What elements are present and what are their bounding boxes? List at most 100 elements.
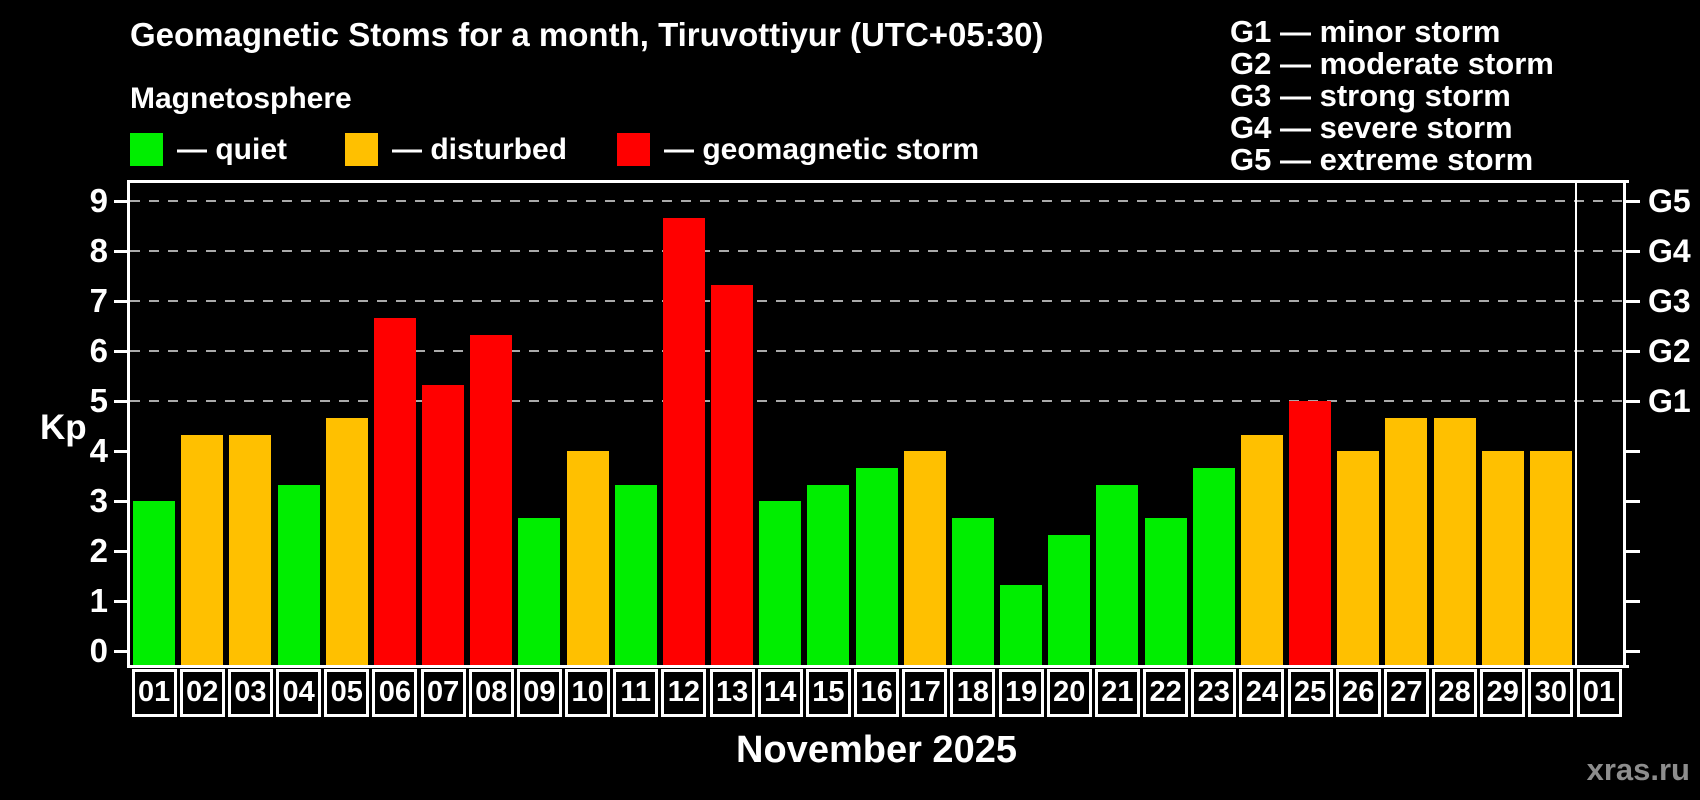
y-tick-label-8: 8: [89, 232, 108, 269]
y-tick-label-1: 1: [89, 582, 108, 619]
y-tick-label-7: 7: [89, 282, 108, 319]
storm-scale-line-5: G5 — extreme storm: [1230, 142, 1534, 177]
day-label-30: 30: [1528, 669, 1574, 717]
next-month-day-label-01: 01: [1576, 669, 1622, 717]
y-axis-line-right: [1623, 180, 1626, 668]
bar-day-10-disturbed: [566, 451, 609, 668]
bar-day-14-quiet: [759, 501, 802, 668]
day-label-26: 26: [1335, 669, 1381, 717]
storm-scale-line-3: G3 — strong storm: [1230, 78, 1511, 113]
day-label-13: 13: [709, 669, 755, 717]
bar-day-23-quiet: [1192, 467, 1235, 668]
day-label-22: 22: [1143, 669, 1189, 717]
bar-day-05-disturbed: [325, 417, 368, 668]
y-tick-label-0: 0: [89, 632, 108, 669]
day-label-01: 01: [131, 669, 177, 717]
storm-scale-line-1: G1 — minor storm: [1230, 14, 1501, 49]
y-tick-label-5: 5: [89, 382, 108, 419]
day-label-21: 21: [1094, 669, 1140, 717]
y-tick-left-0: [114, 650, 128, 653]
y-tick-right-0: [1626, 650, 1640, 653]
storm-scale-line-4: G4 — severe storm: [1230, 110, 1513, 145]
day-label-07: 07: [420, 669, 466, 717]
legend-swatch-storm: [617, 133, 650, 166]
legend-label-disturbed: — disturbed: [392, 133, 568, 166]
legend-label-quiet: — quiet: [177, 133, 287, 166]
gridline-kp8: [130, 250, 1623, 252]
x-axis-line: [127, 665, 1629, 668]
y-tick-left-4: [114, 450, 128, 453]
bar-day-04-quiet: [277, 484, 320, 668]
y-tick-right-4: [1626, 450, 1640, 453]
day-label-18: 18: [950, 669, 996, 717]
day-label-04: 04: [276, 669, 322, 717]
legend-label-storm: — geomagnetic storm: [664, 133, 980, 166]
legend-swatch-disturbed: [345, 133, 378, 166]
gridline-kp6: [130, 350, 1623, 352]
day-label-28: 28: [1432, 669, 1478, 717]
day-label-11: 11: [613, 669, 659, 717]
bar-day-26-disturbed: [1337, 451, 1380, 668]
bar-day-16-quiet: [855, 467, 898, 668]
day-label-27: 27: [1383, 669, 1429, 717]
y-axis-line-left: [127, 180, 130, 668]
y-tick-label-2: 2: [89, 532, 108, 569]
gridline-kp7: [130, 300, 1623, 302]
y-tick-left-3: [114, 500, 128, 503]
next-month-separator-line: [1575, 183, 1577, 668]
chart-subtitle: Magnetosphere: [130, 82, 352, 115]
bar-day-06-storm: [373, 317, 416, 668]
bar-day-11-quiet: [614, 484, 657, 668]
bar-day-28-disturbed: [1433, 417, 1476, 668]
bar-day-22-quiet: [1144, 517, 1187, 668]
day-label-29: 29: [1480, 669, 1526, 717]
bar-day-08-storm: [470, 334, 513, 668]
day-label-19: 19: [998, 669, 1044, 717]
day-label-08: 08: [468, 669, 514, 717]
y-tick-label-3: 3: [89, 482, 108, 519]
y-tick-right-1: [1626, 600, 1640, 603]
y-tick-right-5: [1626, 400, 1640, 403]
bar-day-17-disturbed: [903, 451, 946, 668]
bar-day-07-storm: [422, 384, 465, 668]
y-tick-left-5: [114, 400, 128, 403]
day-label-10: 10: [565, 669, 611, 717]
y-axis-label: Kp: [40, 408, 87, 447]
day-label-09: 09: [516, 669, 562, 717]
bar-day-29-disturbed: [1481, 451, 1524, 668]
bar-day-09-quiet: [518, 517, 561, 668]
bar-day-20-quiet: [1048, 534, 1091, 668]
bar-day-12-storm: [662, 217, 705, 668]
day-label-25: 25: [1287, 669, 1333, 717]
y-tick-right-3: [1626, 500, 1640, 503]
plot-top-border: [127, 180, 1629, 183]
y-tick-left-6: [114, 350, 128, 353]
y-tick-right-7: [1626, 300, 1640, 303]
day-label-03: 03: [227, 669, 273, 717]
y-tick-left-8: [114, 250, 128, 253]
g-scale-label-G4: G4: [1648, 233, 1691, 269]
gridline-kp5: [130, 400, 1623, 402]
y-tick-right-6: [1626, 350, 1640, 353]
day-label-02: 02: [179, 669, 225, 717]
watermark: xras.ru: [1586, 752, 1690, 787]
g-scale-label-G5: G5: [1648, 183, 1691, 219]
y-tick-right-8: [1626, 250, 1640, 253]
y-tick-right-9: [1626, 200, 1640, 203]
day-label-24: 24: [1239, 669, 1285, 717]
bar-day-13-storm: [711, 284, 754, 668]
bar-day-15-quiet: [807, 484, 850, 668]
day-label-16: 16: [854, 669, 900, 717]
y-tick-label-6: 6: [89, 332, 108, 369]
bar-day-30-disturbed: [1529, 451, 1572, 668]
bar-day-18-quiet: [951, 517, 994, 668]
day-label-15: 15: [805, 669, 851, 717]
gridline-kp9: [130, 200, 1623, 202]
bar-day-02-disturbed: [181, 434, 224, 668]
legend-swatch-quiet: [130, 133, 163, 166]
bar-day-03-disturbed: [229, 434, 272, 668]
bar-day-21-quiet: [1096, 484, 1139, 668]
y-tick-label-9: 9: [89, 182, 108, 219]
y-tick-left-9: [114, 200, 128, 203]
